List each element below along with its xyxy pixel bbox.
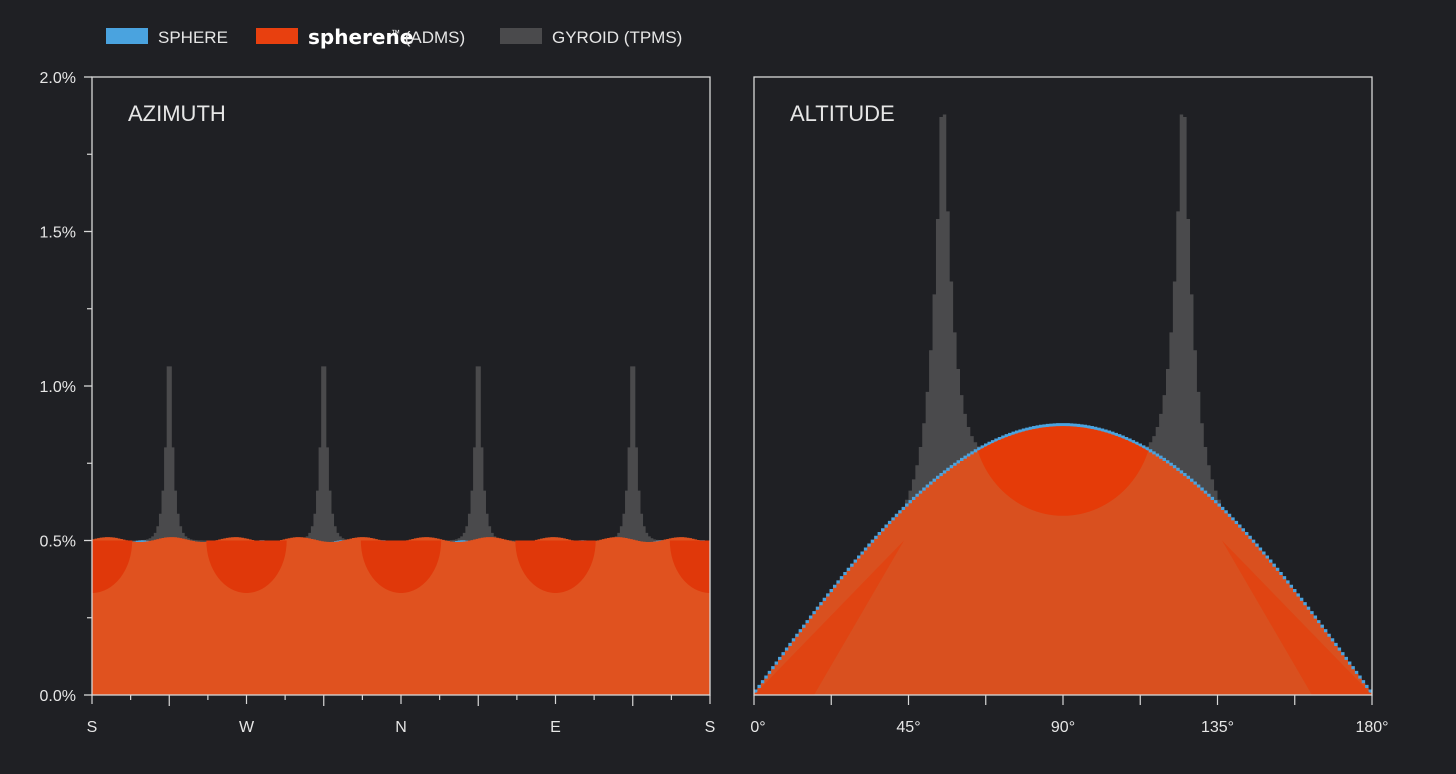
legend-label-spherene-suffix: (ADMS) xyxy=(400,28,465,47)
azimuth-panel: AZIMUTH 0.0% 0.5% 1.0% 1.5% 2.0% S W N E S xyxy=(40,70,716,736)
altitude-spherene-highlight xyxy=(754,426,1372,695)
azimuth-x-label: N xyxy=(395,719,407,736)
altitude-center-lobe xyxy=(973,426,1153,516)
azimuth-x-label: E xyxy=(550,719,561,736)
azimuth-title: AZIMUTH xyxy=(128,101,226,126)
legend-brand-spherene: spherene xyxy=(308,25,413,49)
altitude-spherene-histogram xyxy=(754,426,1372,695)
altitude-x-label: 90° xyxy=(1051,719,1075,736)
y-tick-label: 0.5% xyxy=(40,534,76,551)
altitude-left-wedge xyxy=(754,540,904,695)
altitude-x-label: 135° xyxy=(1201,719,1234,736)
legend-label-sphere: SPHERE xyxy=(158,28,228,47)
azimuth-x-label: S xyxy=(87,719,98,736)
azimuth-lobe-1 xyxy=(206,540,287,594)
azimuth-x-label: S xyxy=(705,719,716,736)
legend: SPHERE spherene ™ (ADMS) GYROID (TPMS) xyxy=(106,25,682,49)
altitude-x-label: 45° xyxy=(896,719,920,736)
legend-tm: ™ xyxy=(391,28,400,38)
altitude-title: ALTITUDE xyxy=(790,101,895,126)
azimuth-x-label: W xyxy=(239,719,255,736)
y-tick-label: 1.0% xyxy=(40,379,76,396)
altitude-panel: ALTITUDE 0° 45° 90° 135° 180° xyxy=(750,76,1389,736)
azimuth-lobe-4 xyxy=(669,540,710,594)
altitude-right-wedge xyxy=(1222,540,1372,695)
azimuth-lobe-2 xyxy=(360,540,442,594)
y-tick-label: 1.5% xyxy=(40,225,76,242)
legend-swatch-gyroid xyxy=(500,28,542,44)
legend-label-gyroid: GYROID (TPMS) xyxy=(552,28,682,47)
azimuth-spherene-lobes xyxy=(92,540,710,594)
legend-swatch-spherene xyxy=(256,28,298,44)
y-tick-label: 2.0% xyxy=(40,70,76,87)
altitude-x-label: 0° xyxy=(750,719,765,736)
y-tick-label: 0.0% xyxy=(40,688,76,705)
azimuth-lobe-3 xyxy=(515,540,596,594)
legend-swatch-sphere xyxy=(106,28,148,44)
altitude-x-label: 180° xyxy=(1355,719,1388,736)
azimuth-lobe-0 xyxy=(92,540,133,594)
